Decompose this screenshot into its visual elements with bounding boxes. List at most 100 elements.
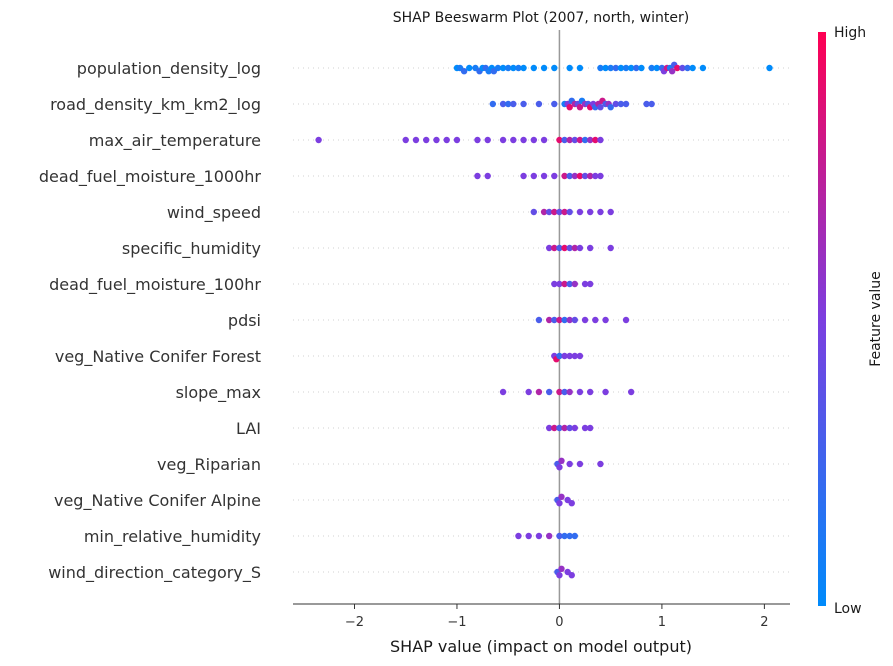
feature-label: min_relative_humidity xyxy=(84,527,261,547)
shap-point xyxy=(576,460,584,468)
shap-point xyxy=(617,100,625,108)
shap-point xyxy=(535,100,543,108)
feature-label: veg_Native Conifer Forest xyxy=(55,347,261,367)
shap-point xyxy=(612,64,619,72)
shap-point xyxy=(556,464,563,471)
feature-label: veg_Native Conifer Alpine xyxy=(54,491,261,511)
shap-point xyxy=(571,532,579,540)
chart-title: SHAP Beeswarm Plot (2007, north, winter) xyxy=(393,10,689,26)
shap-point xyxy=(545,388,553,396)
shap-point xyxy=(520,100,527,108)
shap-point xyxy=(556,136,563,144)
x-tick-label: 2 xyxy=(760,615,768,630)
shap-point xyxy=(551,280,558,288)
shap-point xyxy=(627,388,635,396)
shap-point xyxy=(535,388,543,396)
shap-point xyxy=(622,64,630,72)
shap-point xyxy=(545,532,553,540)
shap-point xyxy=(558,457,565,464)
shap-point xyxy=(576,388,584,396)
shap-point xyxy=(597,104,604,111)
shap-point xyxy=(571,424,579,432)
x-tick-label: 0 xyxy=(555,615,563,630)
shap-point xyxy=(571,172,579,180)
shap-point xyxy=(460,68,468,75)
shap-point xyxy=(566,280,573,288)
shap-point xyxy=(592,172,599,180)
shap-point xyxy=(576,64,584,72)
shap-point xyxy=(556,500,563,507)
shap-point xyxy=(668,68,676,75)
shap-point xyxy=(566,532,573,540)
colorbar-low-label: Low xyxy=(834,601,862,617)
shap-point xyxy=(566,104,573,111)
shap-point xyxy=(551,64,558,72)
shap-point xyxy=(499,64,507,72)
shap-point xyxy=(597,460,604,468)
shap-point xyxy=(530,208,538,216)
shap-point xyxy=(766,64,773,72)
shap-point xyxy=(561,532,568,540)
shap-point xyxy=(638,64,645,72)
feature-label: wind_direction_category_S xyxy=(48,563,261,583)
shap-point xyxy=(551,244,558,252)
shap-point xyxy=(586,280,594,288)
shap-point xyxy=(679,64,686,72)
shap-point xyxy=(530,64,538,72)
shap-point xyxy=(571,316,579,324)
shap-point xyxy=(489,100,497,108)
shap-point xyxy=(607,64,614,72)
colorbar xyxy=(818,32,826,606)
shap-point xyxy=(612,100,619,108)
shap-point xyxy=(561,388,568,396)
shap-point xyxy=(551,208,558,216)
x-tick-label: −1 xyxy=(447,615,466,630)
shap-point xyxy=(607,104,614,111)
shap-point xyxy=(566,460,573,468)
shap-point xyxy=(602,388,609,396)
shap-point xyxy=(545,244,553,252)
shap-point xyxy=(551,424,558,432)
shap-point xyxy=(466,64,473,72)
shap-point xyxy=(568,500,575,507)
colorbar-title: Feature value xyxy=(868,271,884,367)
shap-point xyxy=(504,100,512,108)
shap-point xyxy=(484,172,491,180)
feature-label: veg_Riparian xyxy=(157,455,261,475)
x-tick-label: 1 xyxy=(658,615,666,630)
shap-point xyxy=(643,100,650,108)
shap-point xyxy=(622,100,630,108)
shap-point xyxy=(586,208,594,216)
shap-point xyxy=(558,493,565,500)
x-axis-ticks: −2 −1 0 1 2 xyxy=(345,604,769,630)
shap-point xyxy=(499,100,507,108)
feature-label: road_density_km_km2_log xyxy=(50,95,261,115)
shap-point xyxy=(602,316,609,324)
shap-point xyxy=(545,424,553,432)
shap-point xyxy=(586,172,594,180)
shap-point xyxy=(561,172,568,180)
shap-point xyxy=(566,208,573,216)
shap-point xyxy=(504,64,512,72)
shap-point xyxy=(540,64,548,72)
x-tick-label: −2 xyxy=(345,615,364,630)
shap-point xyxy=(474,172,481,180)
shap-point xyxy=(576,136,584,144)
feature-labels: population_density_log road_density_km_km… xyxy=(39,59,262,583)
shap-point xyxy=(530,172,538,180)
shap-point xyxy=(510,136,517,144)
feature-label: specific_humidity xyxy=(122,239,261,259)
shap-point xyxy=(515,532,522,540)
shap-point xyxy=(540,208,548,216)
shap-point xyxy=(597,136,604,144)
shap-point xyxy=(558,565,565,572)
shap-point xyxy=(566,244,573,252)
shap-point xyxy=(566,64,573,72)
shap-point xyxy=(581,280,589,288)
feature-label: population_density_log xyxy=(77,59,261,79)
shap-point xyxy=(556,316,563,324)
shap-point xyxy=(571,136,579,144)
shap-point xyxy=(597,64,604,72)
shap-point xyxy=(520,172,527,180)
